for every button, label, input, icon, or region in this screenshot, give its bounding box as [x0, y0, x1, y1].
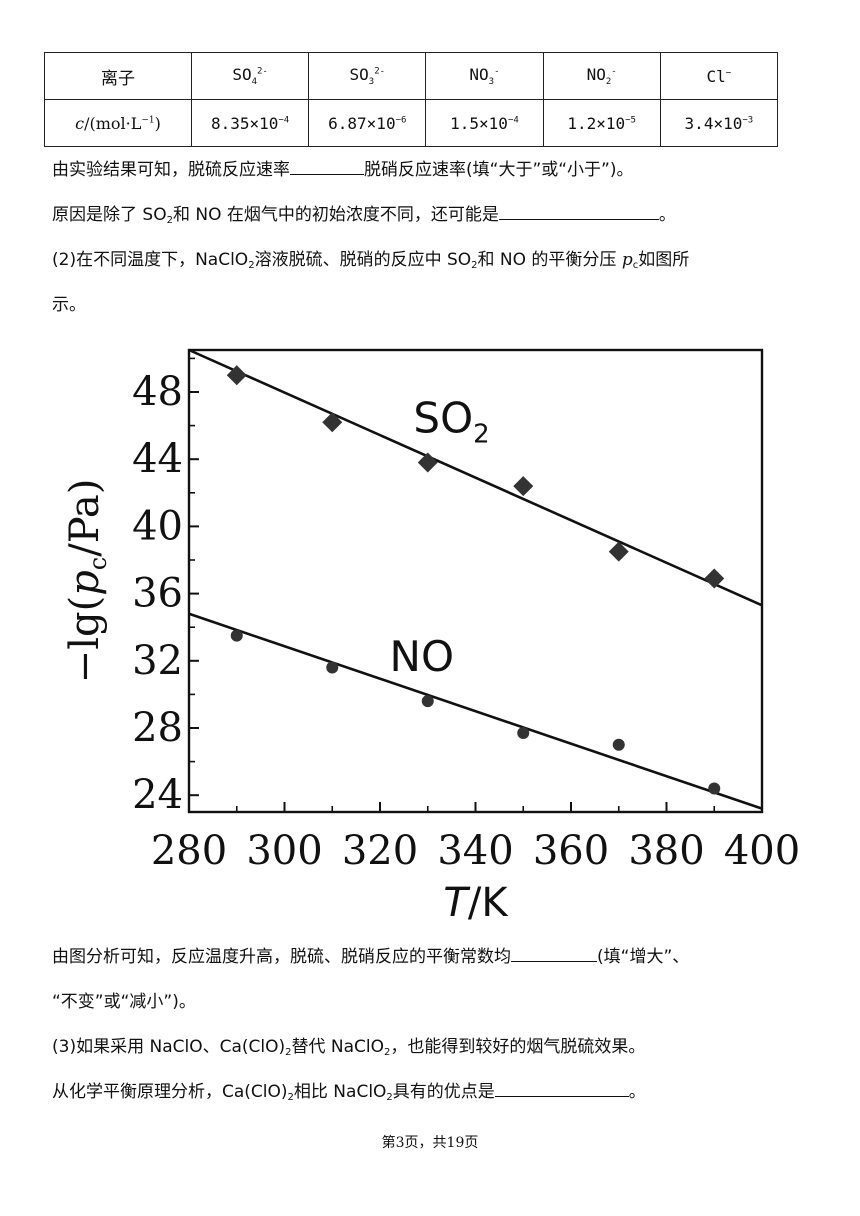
no-data-point: [708, 782, 721, 795]
table-cell-ion-no3: NO3-: [425, 52, 544, 100]
table-cell-ion-no2: NO2-: [542, 52, 661, 100]
table-cell-value: 3.4×10−3: [659, 99, 779, 147]
table-cell-value: 1.5×10−4: [425, 99, 544, 147]
x-tick-label: 300: [246, 828, 322, 874]
x-tick-label: 340: [437, 828, 513, 874]
y-tick-label: 40: [132, 503, 183, 549]
so2-data-point: [704, 568, 725, 589]
so2-fit-line: [188, 348, 763, 607]
x-axis-label: T/K: [443, 880, 509, 922]
so2-data-point: [608, 541, 629, 562]
table-cell-ion-so4: SO42-: [190, 52, 310, 100]
y-tick-label: 24: [132, 772, 183, 818]
y-tick-label: 36: [132, 571, 183, 617]
question-line-options: “不变”或“减小”)。: [52, 992, 196, 1012]
table-row-ions: 离子 SO42- SO32- NO3- NO2- Cl−: [44, 52, 779, 100]
table-header-ion: 离子: [44, 52, 192, 100]
question-line-equilibrium-constant: 由图分析可知，反应温度升高，脱硫、脱硝反应的平衡常数均 (填“增大”、: [52, 945, 690, 967]
no-data-point: [421, 695, 434, 708]
y-tick-label: 32: [132, 638, 183, 684]
so2-data-point: [226, 365, 247, 386]
x-tick-label: 360: [533, 828, 609, 874]
y-tick-label: 28: [132, 705, 183, 751]
table-cell-ion-cl: Cl−: [659, 52, 779, 100]
x-tick-label: 400: [724, 828, 800, 874]
no-data-point: [612, 738, 625, 751]
ion-concentration-table: 离子 SO42- SO32- NO3- NO2- Cl− c/(mol·L−1)…: [44, 52, 779, 147]
so2-data-point: [322, 412, 343, 433]
answer-blank[interactable]: [498, 203, 659, 220]
no-data-point: [230, 629, 243, 642]
question-line-advantage: 从化学平衡原理分析，Ca(ClO)2相比 NaClO2具有的优点是。: [52, 1080, 646, 1103]
table-row-concentrations: c/(mol·L−1) 8.35×10−4 6.87×10−6 1.5×10−4…: [44, 99, 779, 147]
question-line-rate-comparison: 由实验结果可知，脱硫反应速率 脱硝反应速率(填“大于”或“小于”)。: [52, 158, 634, 180]
series-label-no: NO: [390, 632, 454, 681]
table-cell-value: 1.2×10−5: [542, 99, 661, 147]
table-cell-value: 8.35×10−4: [190, 99, 310, 147]
no-fit-line: [188, 612, 763, 810]
question-line-part2: (2)在不同温度下，NaClO2溶液脱硫、脱硝的反应中 SO2和 NO 的平衡分…: [52, 250, 690, 271]
no-data-point: [326, 661, 339, 674]
so2-data-point: [513, 476, 534, 497]
table-cell-ion-so3: SO32-: [308, 52, 427, 100]
y-axis-label: −lg(pc/Pa): [62, 479, 112, 684]
x-tick-label: 320: [342, 828, 418, 874]
no-data-point: [517, 727, 530, 740]
page-footer: 第3页，共19页: [381, 1135, 479, 1151]
question-line-part2-cont: 示。: [52, 295, 86, 315]
x-tick-label: 280: [151, 828, 227, 874]
series-label-so2: SO2: [413, 393, 489, 449]
table-cell-value: 6.87×10−6: [308, 99, 427, 147]
answer-blank[interactable]: [494, 1080, 629, 1097]
so2-data-point: [417, 452, 438, 473]
x-tick-label: 380: [628, 828, 704, 874]
question-line-reason: 原因是除了 SO2和 NO 在烟气中的初始浓度不同，还可能是。: [52, 203, 676, 226]
question-line-part3: (3)如果采用 NaClO、Ca(ClO)2替代 NaClO2，也能得到较好的烟…: [52, 1037, 646, 1058]
answer-blank[interactable]: [290, 158, 364, 175]
answer-blank[interactable]: [511, 945, 597, 962]
table-header-concentration: c/(mol·L−1): [44, 99, 192, 147]
equilibrium-pressure-chart: 24 28 32 36 40 44 48 280 300 320 340 360 380 400 SO2 NO…: [62, 348, 800, 922]
y-tick-label: 44: [132, 436, 183, 482]
y-tick-label: 48: [132, 369, 183, 415]
